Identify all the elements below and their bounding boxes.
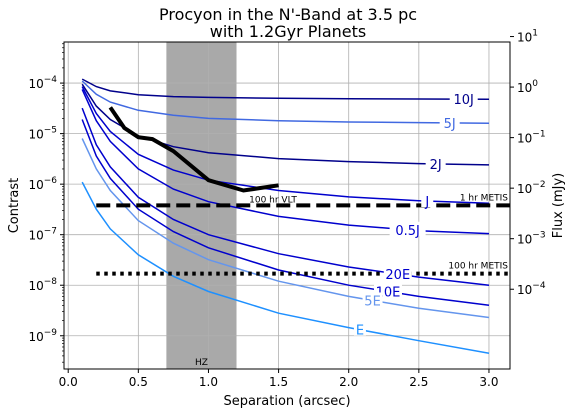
right-y-tick-label: 10−3 [517,231,546,247]
vlt-curve [108,106,279,193]
right-y-tick-label: 10−4 [517,281,546,297]
series-label-bg [439,114,460,129]
series-line-J [81,86,490,204]
hz-label: HZ [195,358,208,368]
series-line-2J [81,83,490,166]
series-label: 2J [430,158,442,173]
y-tick-label: 10−6 [28,176,57,192]
series-line-0.5J [81,89,490,235]
series-line-20E [81,107,490,286]
x-axis-label: Separation (arcsec) [223,394,350,409]
x-tick-label: 1.5 [269,375,288,389]
series-label-bg [353,321,366,336]
series-label: 20E [385,268,410,283]
x-tick-label: 2.0 [339,375,358,389]
right-y-tick-label: 10−1 [517,130,546,146]
series-line-5E [81,138,490,319]
x-tick-label: 0.5 [129,375,148,389]
right-y-tick-label: 100 [517,79,538,95]
series-label-bg [425,155,446,170]
y-tick-label: 10−7 [28,227,57,243]
series-label: 5J [444,117,456,132]
y-tick-label: 10−9 [28,328,57,344]
series-label-bg [449,91,478,106]
series-label-bg [362,292,383,307]
y-axis-label: Contrast [7,178,22,234]
series-label: E [356,324,364,339]
series-line-5J [81,80,490,125]
x-tick-label: 1.0 [199,375,218,389]
series-line-10J [81,78,490,100]
sensitivity-label: 1 hr METIS [460,193,508,203]
series-label-bg [383,266,412,281]
plot-frame [63,41,511,370]
series-label-bg [421,193,434,208]
y-tick-label: 10−4 [28,75,57,91]
x-tick-label: 3.0 [479,375,498,389]
series-label: 0.5J [395,224,420,239]
right-y-tick-label: 10−2 [517,180,546,196]
series-label: 5E [364,294,381,309]
y-tick-label: 10−5 [28,126,57,142]
x-tick-label: 0.0 [59,375,78,389]
series-label: 10J [454,93,474,108]
y-tick-label: 10−8 [28,277,57,293]
x-tick-label: 2.5 [409,375,428,389]
chart-title-line: Procyon in the N'-Band at 3.5 pc [159,5,417,24]
sensitivity-label: 100 hr METIS [448,262,508,272]
right-y-axis-label: Flux (mJy) [551,173,566,239]
vlt-label: 100 hr VLT [249,195,297,205]
series-label: J [424,195,429,210]
right-y-tick-label: 101 [517,29,538,45]
series-line-E [81,181,490,355]
chart-title-line: with 1.2Gyr Planets [210,22,367,41]
series-label-bg [389,221,426,236]
